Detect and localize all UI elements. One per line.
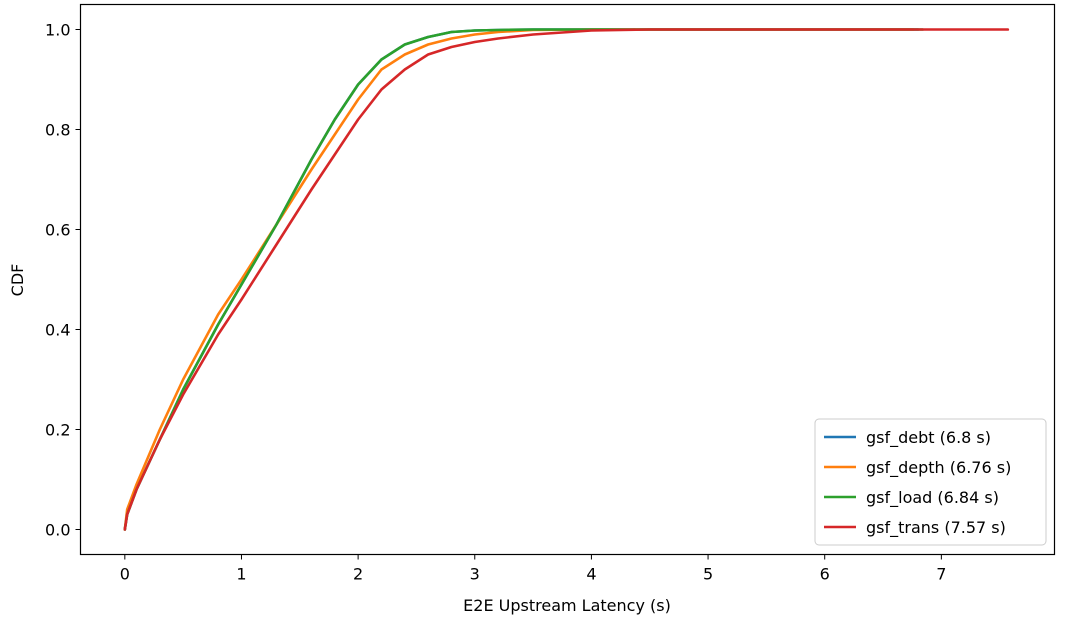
y-tick-label: 0.2	[45, 421, 70, 440]
series-layer	[123, 28, 1010, 531]
y-tick-label: 1.0	[45, 21, 70, 40]
legend-label-2: gsf_load (6.84 s)	[866, 488, 999, 508]
plot-frame	[79, 3, 1056, 556]
x-axis: 0 1 2 3 4 5 6 7	[120, 554, 946, 584]
x-tick-label: 3	[470, 565, 480, 584]
x-tick-label: 7	[936, 565, 946, 584]
legend: gsf_debt (6.8 s) gsf_depth (6.76 s) gsf_lo…	[814, 418, 1047, 546]
legend-box	[814, 418, 1047, 546]
series-line-3	[123, 28, 1010, 531]
x-tick-label: 6	[820, 565, 830, 584]
x-tick-label: 1	[236, 565, 246, 584]
y-tick-label: 0.6	[45, 221, 70, 240]
y-tick-label: 0.4	[45, 321, 70, 340]
legend-label-1: gsf_depth (6.76 s)	[866, 458, 1011, 478]
x-axis-label: E2E Upstream Latency (s)	[463, 596, 671, 615]
x-tick-label: 2	[353, 565, 363, 584]
y-tick-label: 0.8	[45, 121, 70, 140]
x-tick-label: 5	[703, 565, 713, 584]
y-axis: 0.0 0.2 0.4 0.6 0.8 1.0	[45, 21, 81, 540]
x-tick-label: 4	[586, 565, 596, 584]
y-axis-label: CDF	[8, 264, 27, 297]
legend-label-0: gsf_debt (6.8 s)	[866, 428, 991, 448]
legend-label-3: gsf_trans (7.57 s)	[866, 518, 1006, 538]
x-tick-label: 0	[120, 565, 130, 584]
y-tick-label: 0.0	[45, 521, 70, 540]
